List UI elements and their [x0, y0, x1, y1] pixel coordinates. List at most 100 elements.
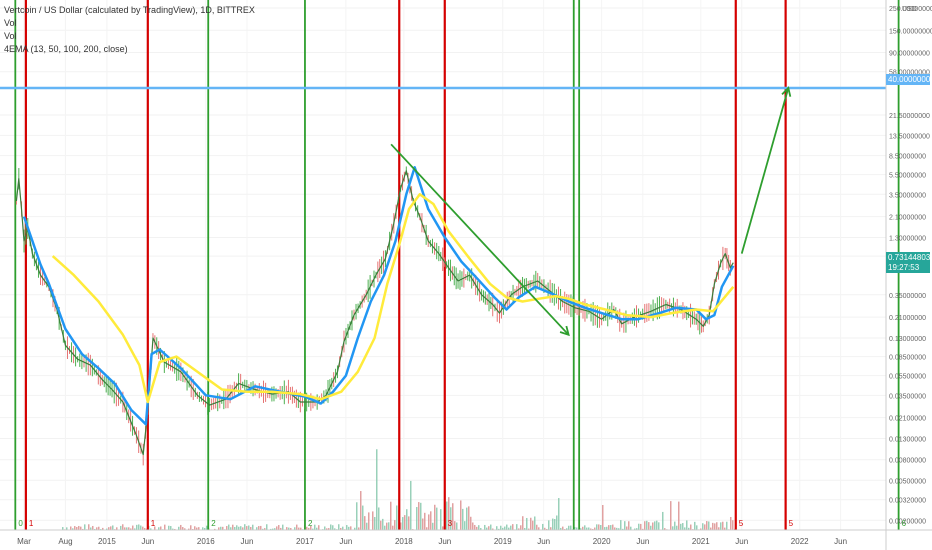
volume-bar: [432, 522, 434, 530]
volume-bar: [92, 525, 94, 530]
volume-bar: [62, 527, 64, 530]
volume-bar: [328, 528, 330, 530]
volume-bar: [622, 528, 624, 530]
legend-vol-1: Vol: [4, 18, 17, 28]
volume-bar: [106, 528, 108, 530]
x-tick-label: Jun: [735, 537, 748, 546]
volume-bar: [500, 525, 502, 530]
volume-bar: [678, 501, 680, 530]
volume-bar: [270, 528, 272, 530]
volume-bar: [606, 526, 608, 530]
volume-bar: [124, 527, 126, 530]
volume-bar: [96, 527, 98, 530]
volume-bar: [82, 528, 84, 530]
marker-label: 5: [739, 519, 744, 528]
countdown-tag: 19:27:53: [886, 262, 930, 273]
arrow-head: [781, 86, 792, 97]
marker-label: 3: [448, 519, 453, 528]
volume-bar: [566, 528, 568, 530]
volume-bar: [638, 523, 640, 530]
volume-bar: [366, 522, 368, 530]
volume-bar: [80, 526, 82, 530]
volume-bar: [504, 526, 506, 530]
volume-bar: [652, 522, 654, 530]
volume-bar: [672, 526, 674, 530]
series-ema_fast: [22, 166, 735, 426]
volume-bar: [180, 524, 182, 530]
volume-bar: [264, 528, 266, 530]
volume-bar: [712, 522, 714, 530]
volume-bar: [198, 527, 200, 530]
volume-bar: [252, 524, 254, 530]
current-price-tag: 0.73144803: [886, 252, 931, 263]
volume-bar: [288, 527, 290, 530]
volume-bar: [656, 520, 658, 530]
volume-bar: [424, 512, 426, 530]
volume-bar: [142, 526, 144, 530]
volume-bar: [408, 516, 410, 530]
volume-bar: [184, 528, 186, 530]
volume-bar: [630, 526, 632, 530]
volume-bar: [658, 522, 660, 530]
volume-bar: [556, 515, 558, 530]
x-tick-label: 2018: [395, 537, 413, 546]
volume-bar: [520, 525, 522, 530]
volume-bar: [286, 527, 288, 530]
volume-bar: [654, 521, 656, 530]
volume-bar: [98, 526, 100, 530]
volume-bar: [634, 528, 636, 530]
volume-bar: [442, 526, 444, 530]
volume-bar: [506, 524, 508, 530]
volume-bar: [446, 501, 448, 530]
volume-bar: [428, 514, 430, 530]
volume-bar: [502, 527, 504, 530]
x-tick-label: 2016: [197, 537, 215, 546]
volume-bar: [416, 507, 418, 530]
y-tick-label: 150.00000000: [889, 28, 932, 35]
volume-bar: [280, 527, 282, 530]
volume-bar: [554, 519, 556, 530]
volume-bar: [706, 521, 708, 530]
volume-bar: [196, 527, 198, 530]
volume-bar: [682, 523, 684, 530]
volume-bar: [512, 524, 514, 530]
volume-bar: [128, 527, 130, 530]
volume-bar: [132, 525, 134, 530]
volume-bar: [274, 528, 276, 530]
volume-bar: [714, 523, 716, 530]
currency-label: USD: [902, 6, 917, 13]
volume-bar: [588, 527, 590, 530]
y-tick-label: 0.05500000: [889, 374, 926, 381]
volume-bar: [314, 524, 316, 530]
volume-bar: [202, 527, 204, 530]
x-tick-label: 2015: [98, 537, 116, 546]
volume-bar: [508, 527, 510, 530]
volume-bar: [248, 525, 250, 530]
volume-bar: [170, 526, 172, 530]
volume-bar: [538, 527, 540, 530]
volume-bar: [214, 528, 216, 530]
volume-bar: [688, 527, 690, 530]
time-axis: Mar Aug 2015 Jun 2016 Jun 2017 Jun 2018 Jun 2019 Ju…: [0, 529, 932, 546]
volume-bar: [332, 525, 334, 530]
volume-bar: [704, 524, 706, 530]
volume-bar: [718, 527, 720, 530]
target-price-tag: 40.00000000: [886, 74, 932, 85]
volume-bar: [558, 498, 560, 530]
volume-bar: [372, 511, 374, 530]
volume-bar: [160, 526, 162, 530]
volume-bar: [534, 516, 536, 530]
y-tick-label: 0.00200000: [889, 518, 926, 525]
volume-bar: [348, 526, 350, 530]
volume-bar: [722, 521, 724, 530]
volume-bar: [310, 525, 312, 530]
x-tick-label: Jun: [241, 537, 254, 546]
volume-bar: [122, 524, 124, 530]
volume-bar: [620, 520, 622, 530]
volume-bar: [316, 527, 318, 530]
volume-bar: [644, 521, 646, 530]
volume-bar: [72, 528, 74, 530]
volume-bar: [530, 517, 532, 530]
volume-bar: [136, 524, 138, 530]
